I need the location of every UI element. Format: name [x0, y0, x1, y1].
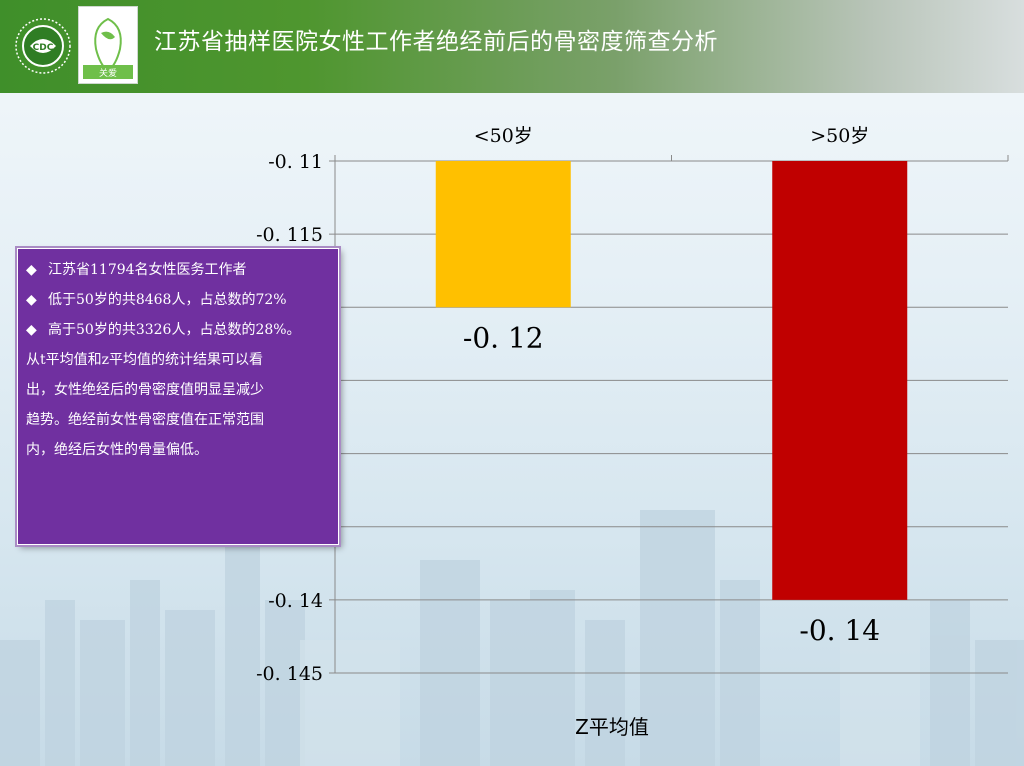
info-bullet: ◆ 江苏省11794名女性医务工作者	[26, 255, 330, 285]
data-label: -0. 12	[463, 321, 544, 354]
category-label: <50岁	[474, 125, 533, 147]
y-tick-label: -0. 145	[256, 663, 323, 685]
care-logo: 关爱	[78, 6, 138, 84]
svg-text:关爱: 关爱	[99, 67, 117, 79]
y-tick-label: -0. 11	[268, 151, 323, 173]
bar	[435, 161, 571, 308]
cdc-logo: CDC	[15, 18, 71, 74]
category-label: >50岁	[810, 125, 869, 147]
diamond-bullet-icon: ◆	[26, 322, 37, 338]
x-axis-label: Z平均值	[575, 715, 649, 739]
info-bullet: ◆ 高于50岁的共3326人，占总数的28%。	[26, 315, 330, 345]
info-box: ◆ 江苏省11794名女性医务工作者 ◆ 低于50岁的共8468人，占总数的72% …	[17, 248, 339, 545]
bar	[772, 161, 908, 600]
info-bullet: ◆ 低于50岁的共8468人，占总数的72%	[26, 285, 330, 315]
y-tick-label: -0. 115	[256, 224, 323, 246]
svg-text:CDC: CDC	[33, 43, 54, 53]
header-bar: CDC 关爱 江苏省抽样医院女性工作者绝经前后的骨密度筛查分析	[0, 0, 1024, 93]
page-title: 江苏省抽样医院女性工作者绝经前后的骨密度筛查分析	[154, 29, 718, 55]
y-tick-label: -0. 14	[268, 590, 323, 612]
info-paragraph: 从t平均值和z平均值的统计结果可以看 出，女性绝经后的骨密度值明显呈减少 趋势。…	[26, 352, 264, 458]
diamond-bullet-icon: ◆	[26, 292, 37, 308]
data-label: -0. 14	[799, 614, 880, 647]
diamond-bullet-icon: ◆	[26, 262, 37, 278]
